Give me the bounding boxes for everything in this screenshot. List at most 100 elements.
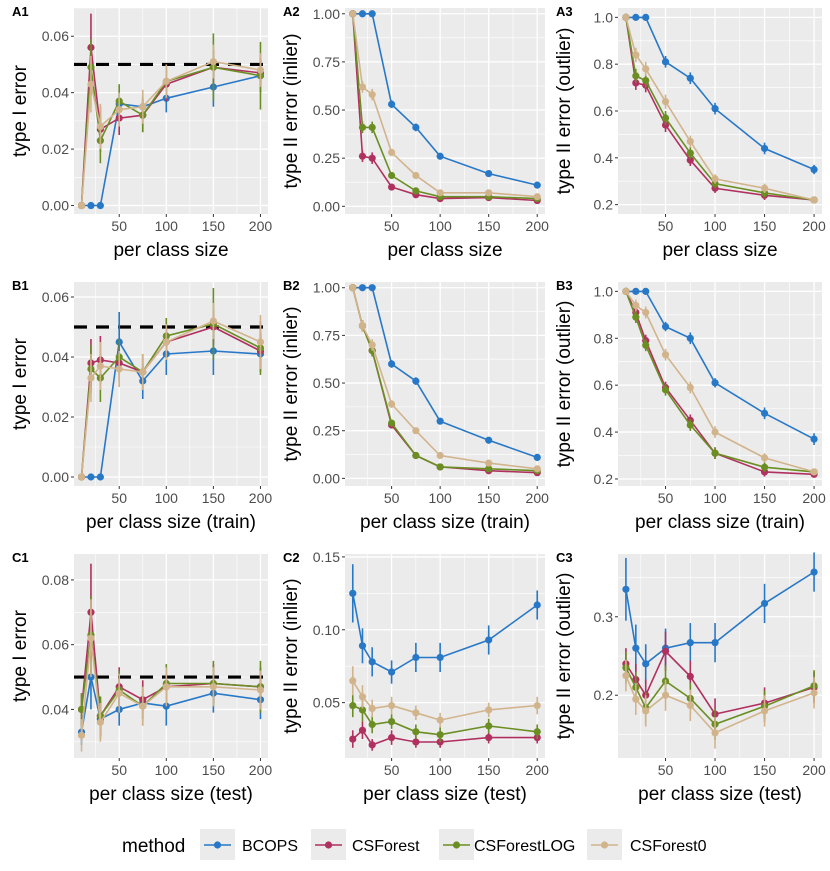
- data-point: [368, 341, 376, 349]
- data-point: [368, 720, 376, 729]
- series-csforest0: [77, 599, 265, 752]
- series-csforest0: [622, 13, 818, 204]
- data-point: [162, 338, 170, 346]
- legend: method BCOPS CSForest CSForestLOG CSForest0: [122, 829, 707, 860]
- data-point: [642, 341, 650, 349]
- x-axis-label: per class size (train): [635, 512, 805, 533]
- x-tick-label: 50: [111, 762, 127, 778]
- x-tick-label: 150: [477, 218, 501, 234]
- x-tick-label: 150: [202, 490, 226, 506]
- series-line: [352, 287, 538, 470]
- legend-key-point: [324, 841, 333, 849]
- y-tick-label: 0.50: [313, 375, 340, 391]
- x-axis-label: per class size: [113, 240, 228, 261]
- data-point: [533, 453, 541, 462]
- data-point: [412, 377, 420, 385]
- data-point: [661, 58, 670, 66]
- x-tick-label: 100: [428, 490, 452, 506]
- data-point: [388, 171, 396, 180]
- panel-background: [345, 282, 545, 486]
- data-point: [388, 419, 396, 427]
- data-point: [412, 653, 420, 662]
- data-point: [412, 709, 420, 717]
- data-point: [686, 74, 694, 82]
- data-point: [642, 287, 650, 295]
- y-tick-label: 0.02: [42, 141, 69, 157]
- x-axis-label: per class size (test): [363, 784, 527, 805]
- data-point: [115, 689, 123, 697]
- panel-background: [618, 282, 822, 486]
- data-point: [485, 459, 493, 467]
- data-point: [632, 695, 640, 703]
- panel-a3: 0.2 0.4 0.6 0.8 1.0 50 100 150 200 per class size…: [554, 4, 826, 261]
- data-point: [388, 183, 396, 191]
- x-tick-label: 200: [802, 218, 826, 234]
- data-point: [358, 642, 367, 650]
- data-point: [533, 181, 541, 189]
- data-point: [358, 123, 367, 131]
- data-point: [686, 149, 694, 157]
- data-point: [760, 599, 769, 608]
- panel-c1: 0.04 0.06 0.08 50 100 150 200 per class size (t…: [10, 550, 272, 805]
- panel-tag: C2: [283, 550, 300, 565]
- data-point: [368, 123, 376, 131]
- data-point: [622, 585, 630, 593]
- y-tick-label: 0.04: [42, 85, 69, 101]
- y-axis-label: type II error (inlier): [281, 578, 302, 733]
- x-tick-label: 100: [703, 762, 727, 778]
- data-point: [436, 451, 444, 460]
- data-point: [412, 738, 420, 746]
- panel-b1: 0.00 0.02 0.04 0.06 50 100 150 200 per class siz…: [10, 278, 272, 533]
- y-tick-label: 0.2: [594, 471, 614, 487]
- y-tick-label: 0.6: [594, 103, 614, 119]
- x-tick-label: 200: [249, 762, 273, 778]
- data-point: [485, 436, 493, 444]
- legend-label: BCOPS: [242, 838, 298, 855]
- series-bcops: [349, 564, 541, 684]
- data-point: [388, 701, 396, 710]
- data-point: [388, 717, 396, 726]
- data-point: [533, 193, 541, 201]
- panel-tag: B3: [556, 278, 573, 293]
- data-point: [358, 83, 367, 91]
- data-point: [368, 10, 376, 18]
- panel-tag: A1: [12, 4, 29, 19]
- data-point: [436, 152, 444, 160]
- data-point: [485, 189, 493, 197]
- data-point: [256, 66, 265, 74]
- data-point: [810, 468, 818, 476]
- x-tick-label: 100: [703, 218, 727, 234]
- y-tick-label: 0.05: [313, 695, 340, 711]
- panel-a1: 0.00 0.02 0.04 0.06 50 100 150 200 per class siz…: [10, 4, 272, 261]
- panel-background: [74, 8, 268, 214]
- data-point: [368, 658, 376, 666]
- data-point: [436, 417, 444, 425]
- data-point: [358, 152, 367, 160]
- data-point: [368, 91, 376, 99]
- data-point: [87, 473, 95, 481]
- panel-background: [345, 8, 545, 214]
- data-point: [632, 51, 640, 59]
- y-tick-label: 1.0: [594, 9, 614, 25]
- panel-tag: C3: [556, 550, 573, 565]
- data-point: [388, 100, 396, 108]
- series-csforest0: [349, 666, 541, 728]
- data-point: [87, 80, 95, 88]
- panel-a2: 0.00 0.25 0.50 0.75 1.00 50 100 150 200 per class…: [281, 4, 549, 261]
- y-tick-label: 0.00: [42, 198, 69, 214]
- y-tick-label: 0.50: [313, 102, 340, 118]
- x-axis-label: per class size (test): [89, 784, 253, 805]
- data-point: [760, 454, 769, 462]
- x-tick-label: 200: [802, 762, 826, 778]
- data-point: [368, 741, 376, 749]
- data-point: [661, 386, 670, 394]
- data-point: [642, 13, 650, 21]
- x-tick-label: 50: [658, 218, 674, 234]
- data-point: [642, 308, 650, 317]
- data-point: [388, 148, 396, 156]
- data-point: [96, 473, 104, 481]
- data-point: [760, 184, 769, 192]
- y-tick-label: 0.02: [42, 409, 69, 425]
- data-point: [77, 473, 86, 481]
